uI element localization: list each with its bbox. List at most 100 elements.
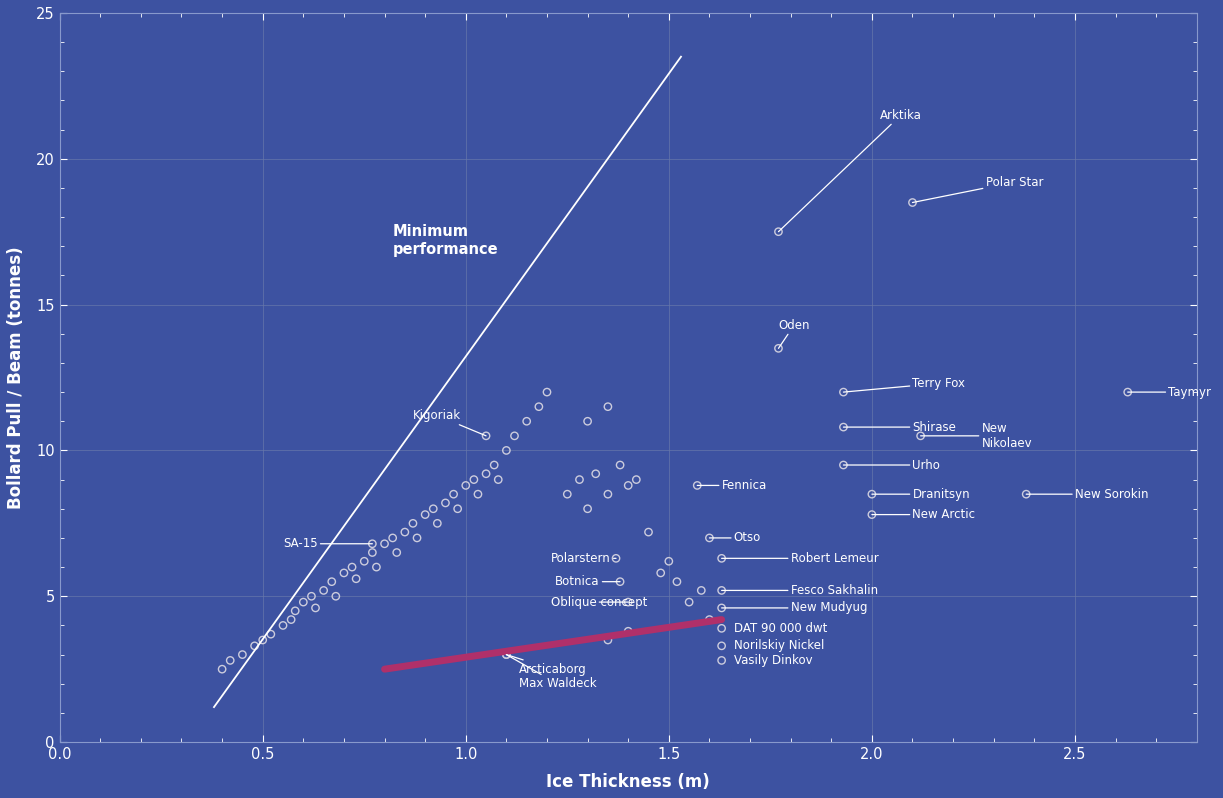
Point xyxy=(253,634,273,646)
Text: Dranitsyn: Dranitsyn xyxy=(872,488,970,500)
Point xyxy=(281,613,301,626)
Point xyxy=(423,503,443,516)
Point xyxy=(668,575,687,588)
Point xyxy=(468,488,488,500)
Text: Botnica: Botnica xyxy=(555,575,620,588)
Point xyxy=(505,429,525,442)
Point xyxy=(334,567,353,579)
Point xyxy=(577,415,597,428)
Point xyxy=(404,517,423,530)
Point xyxy=(712,584,731,597)
Point xyxy=(448,503,467,516)
Point xyxy=(577,503,597,516)
Point xyxy=(456,479,476,492)
Point xyxy=(610,575,630,588)
Point xyxy=(444,488,464,500)
Point xyxy=(862,508,882,521)
Point xyxy=(598,488,618,500)
Point xyxy=(558,488,577,500)
Point xyxy=(700,613,719,626)
Text: Fennica: Fennica xyxy=(697,479,767,492)
Text: Minimum
performance: Minimum performance xyxy=(393,224,498,257)
Point xyxy=(273,619,292,632)
Point xyxy=(346,572,366,585)
Point xyxy=(834,421,854,433)
Point xyxy=(712,654,731,667)
Text: Norilskiy Nickel: Norilskiy Nickel xyxy=(734,639,824,652)
Point xyxy=(476,429,495,442)
Text: Vasily Dinkov: Vasily Dinkov xyxy=(734,654,812,667)
Point xyxy=(362,546,382,559)
Point xyxy=(294,595,313,608)
Point xyxy=(220,654,240,667)
Point xyxy=(691,584,711,597)
Text: Otso: Otso xyxy=(709,531,761,544)
Text: Arcticaborg: Arcticaborg xyxy=(506,654,586,676)
Text: Oden: Oden xyxy=(779,318,810,349)
Point xyxy=(355,555,374,567)
Point xyxy=(476,468,495,480)
Point xyxy=(327,590,346,602)
Point xyxy=(626,473,646,486)
Text: Shirase: Shirase xyxy=(844,421,956,433)
Point xyxy=(407,531,427,544)
Y-axis label: Bollard Pull / Beam (tonnes): Bollard Pull / Beam (tonnes) xyxy=(7,247,24,509)
Point xyxy=(285,604,305,617)
Point xyxy=(638,526,658,539)
Text: DAT 90 000 dwt: DAT 90 000 dwt xyxy=(734,622,827,635)
Text: Terry Fox: Terry Fox xyxy=(844,377,965,392)
Point xyxy=(342,561,362,574)
Point xyxy=(610,459,630,472)
Point xyxy=(383,531,402,544)
Point xyxy=(302,590,322,602)
Point xyxy=(395,526,415,539)
Text: Kigoriak: Kigoriak xyxy=(413,409,486,436)
Point xyxy=(497,648,516,661)
Text: Polar Star: Polar Star xyxy=(912,176,1043,203)
Point xyxy=(435,496,455,509)
Point xyxy=(619,595,638,608)
Point xyxy=(484,459,504,472)
Point xyxy=(598,634,618,646)
Text: New Sorokin: New Sorokin xyxy=(1026,488,1148,500)
Point xyxy=(700,531,719,544)
Point xyxy=(769,225,789,238)
Point xyxy=(488,473,508,486)
Point xyxy=(598,401,618,413)
Point xyxy=(903,196,922,209)
Point xyxy=(245,639,264,652)
Point xyxy=(386,546,406,559)
Point xyxy=(586,468,605,480)
Point xyxy=(619,479,638,492)
Point xyxy=(362,537,382,550)
Point xyxy=(687,479,707,492)
Point xyxy=(712,622,731,634)
Point xyxy=(607,552,626,565)
Text: Urho: Urho xyxy=(844,459,940,472)
Text: Oblique concept: Oblique concept xyxy=(552,595,647,609)
Point xyxy=(911,429,931,442)
Text: Robert Lemeur: Robert Lemeur xyxy=(722,552,878,565)
Point xyxy=(322,575,341,588)
Text: New Arctic: New Arctic xyxy=(872,508,976,521)
Point xyxy=(769,342,789,355)
Point xyxy=(659,555,679,567)
Point xyxy=(374,537,394,550)
X-axis label: Ice Thickness (m): Ice Thickness (m) xyxy=(547,773,711,791)
Point xyxy=(651,567,670,579)
Text: Taymyr: Taymyr xyxy=(1128,385,1211,398)
Text: New Mudyug: New Mudyug xyxy=(722,602,867,614)
Point xyxy=(619,625,638,638)
Point xyxy=(497,648,516,661)
Text: Polarstern: Polarstern xyxy=(552,552,616,565)
Text: Fesco Sakhalin: Fesco Sakhalin xyxy=(722,584,878,597)
Point xyxy=(517,415,537,428)
Point xyxy=(428,517,448,530)
Point xyxy=(306,602,325,614)
Point xyxy=(1118,385,1137,398)
Point xyxy=(570,473,589,486)
Point xyxy=(464,473,483,486)
Point xyxy=(260,628,280,641)
Point xyxy=(862,488,882,500)
Point xyxy=(1016,488,1036,500)
